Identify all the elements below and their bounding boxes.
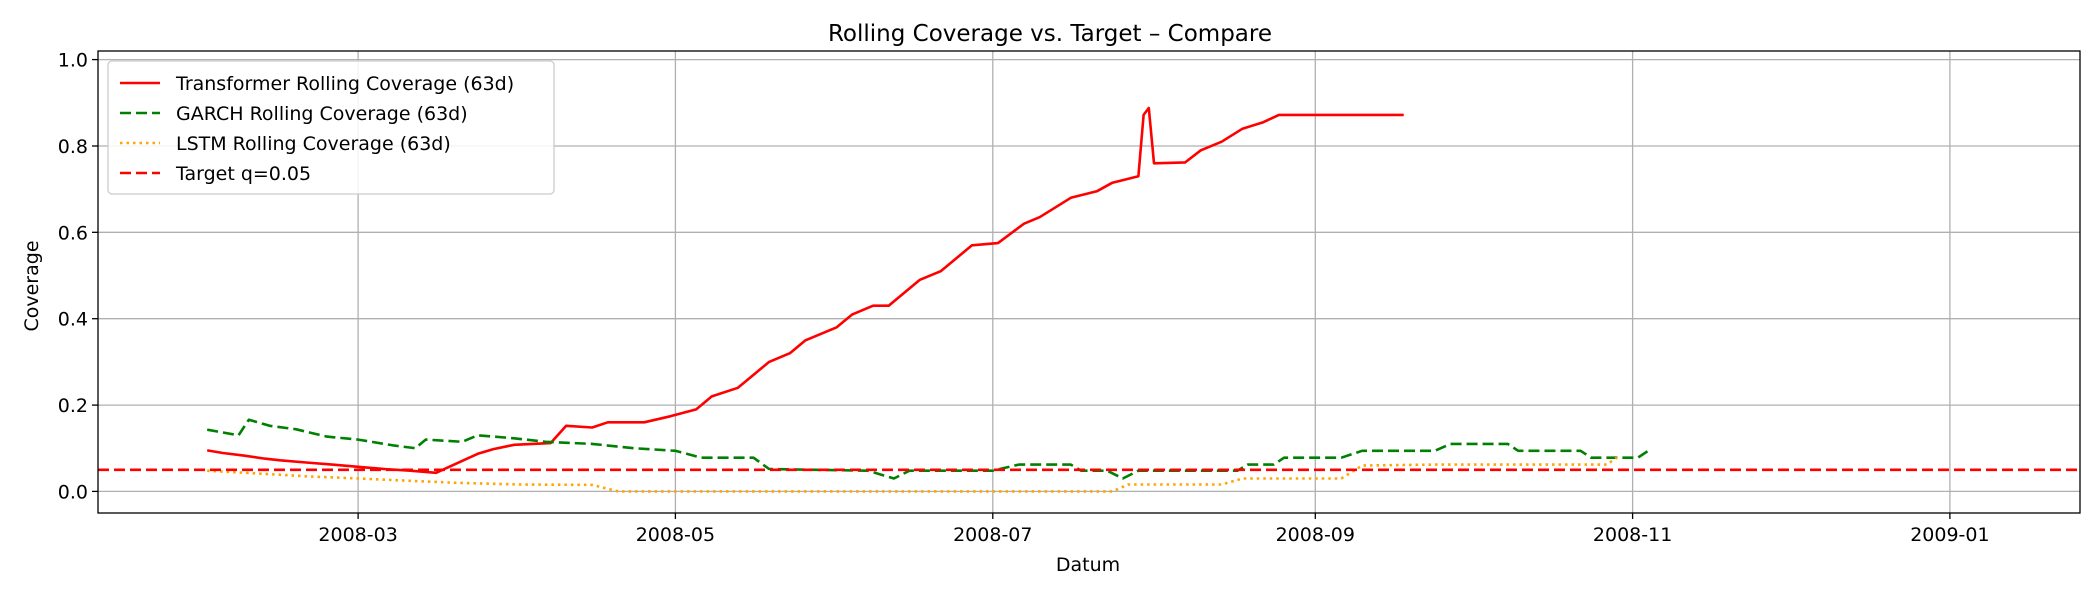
y-axis-label: Coverage xyxy=(21,240,43,331)
x-tick-label: 2008-11 xyxy=(1593,524,1672,546)
series-line-lstm-rolling-coverage-63d xyxy=(207,456,1618,493)
y-tick-label: 0.4 xyxy=(58,309,88,331)
x-tick-label: 2008-03 xyxy=(318,524,397,546)
y-tick-label: 0.2 xyxy=(58,395,88,417)
legend-entry: Transformer Rolling Coverage (63d) xyxy=(175,73,514,95)
legend-box xyxy=(107,60,555,195)
x-axis-ticks: 2008-03 2008-05 2008-07 2008-09 2008-11 2009-… xyxy=(318,513,1990,546)
x-tick-label: 2009-01 xyxy=(1910,524,1989,546)
series-line-garch-rolling-coverage-63d xyxy=(206,418,1649,480)
x-tick-label: 2008-09 xyxy=(1276,524,1355,546)
x-tick-label: 2008-07 xyxy=(953,524,1032,546)
legend: Transformer Rolling Coverage (63d) GARCH … xyxy=(107,60,555,195)
series-line-transformer-rolling-coverage-63d xyxy=(206,106,1404,475)
plot-frame xyxy=(97,50,2081,514)
y-axis-ticks: 0.0 0.2 0.4 0.6 0.8 1.0 xyxy=(58,50,98,503)
chart-title: Rolling Coverage vs. Target – Compare xyxy=(828,21,1272,47)
y-tick-label: 0.8 xyxy=(58,136,88,158)
series-lines xyxy=(98,106,2080,493)
y-tick-label: 0.0 xyxy=(58,481,88,503)
legend-entry: LSTM Rolling Coverage (63d) xyxy=(176,133,451,155)
y-tick-label: 1.0 xyxy=(58,50,88,72)
x-axis-label: Datum xyxy=(1056,554,1120,576)
x-tick-label: 2008-05 xyxy=(636,524,715,546)
legend-entry: Target q=0.05 xyxy=(175,163,311,185)
legend-entry: GARCH Rolling Coverage (63d) xyxy=(176,103,468,125)
y-tick-label: 0.6 xyxy=(58,222,88,244)
